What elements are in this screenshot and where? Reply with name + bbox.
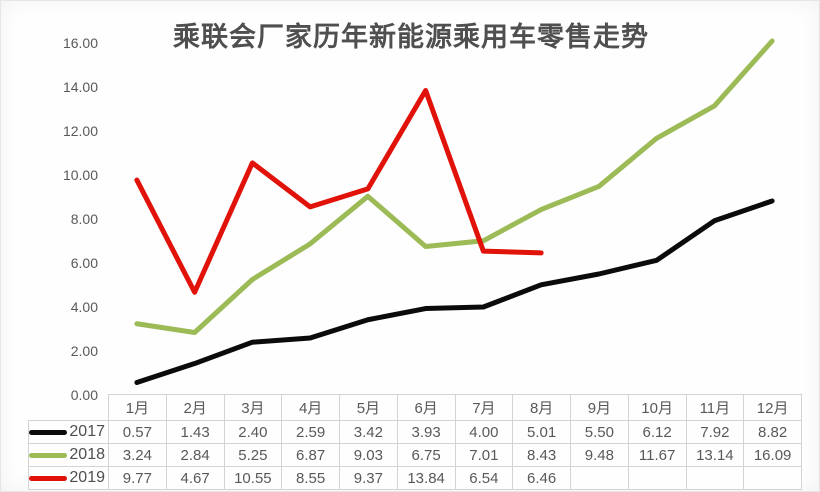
table-cell: 13.14: [685, 443, 745, 467]
y-axis-tick-label: 0.00: [70, 387, 98, 403]
table-cell: 6.87: [281, 443, 340, 467]
table-cell: 8.43: [512, 443, 571, 467]
table-cell: 9.48: [570, 443, 629, 467]
table-row-2018: 2018 3.24 2.84 5.25 6.87 9.03 6.75 7.01 8.43 9.48…: [28, 443, 802, 467]
table-cell: 7.92: [685, 420, 745, 444]
legend-cell-2018: 2018: [28, 443, 109, 467]
y-axis-tick-label: 10.00: [62, 167, 98, 183]
table-cell: 11.67: [627, 443, 687, 467]
table-cell: 9.37: [339, 466, 398, 490]
table-cell: 2.40: [223, 420, 283, 444]
table-cell: 9.77: [108, 466, 167, 490]
column-header-month: 2月: [165, 394, 225, 421]
table-cell: 6.75: [396, 443, 456, 467]
table-cell: 10.55: [223, 466, 283, 490]
legend-line-swatch-2018: [29, 452, 68, 458]
data-table: 1月 2月 3月 4月 5月 6月 7月 8月 9月 10月 11月 12月 2017 0.57 1.43…: [28, 394, 802, 490]
table-cell: 3.24: [108, 443, 167, 467]
series-label: 2018: [69, 446, 105, 463]
table-cell: 1.43: [165, 420, 225, 444]
column-header-month: 9月: [570, 394, 629, 421]
table-cell: 3.93: [396, 420, 456, 444]
series-label: 2017: [69, 423, 105, 440]
table-cell: 16.09: [743, 443, 802, 467]
table-cell: 6.54: [454, 466, 514, 490]
column-header-month: 11月: [685, 394, 745, 421]
table-cell: 6.12: [627, 420, 687, 444]
chart-title: 乘联会厂家历年新能源乘用车零售走势: [173, 22, 649, 52]
table-cell: 8.55: [281, 466, 340, 490]
table-cell: 5.25: [223, 443, 283, 467]
table-corner-cell: [29, 395, 109, 421]
table-cell: 9.03: [339, 443, 398, 467]
line-series-2017: [134, 198, 775, 385]
column-header-month: 8月: [512, 394, 571, 421]
y-axis-tick-label: 6.00: [70, 255, 98, 271]
table-cell: 4.00: [454, 420, 514, 444]
legend-cell-2017: 2017: [28, 420, 109, 444]
line-series-2019: [134, 88, 544, 295]
y-axis-tick-label: 2.00: [70, 343, 98, 359]
column-header-month: 7月: [454, 394, 514, 421]
table-cell: 2.59: [281, 420, 340, 444]
y-axis-tick-label: 14.00: [62, 79, 98, 95]
table-cell: 5.50: [570, 420, 629, 444]
column-header-month: 4月: [281, 394, 340, 421]
table-cell: [743, 466, 802, 490]
y-axis-tick-label: 12.00: [62, 123, 98, 139]
column-header-month: 1月: [108, 394, 167, 421]
table-cell: [685, 466, 745, 490]
table-cell: [627, 466, 687, 490]
series-label: 2019: [69, 469, 105, 486]
table-cell: 13.84: [396, 466, 456, 490]
line-series-2018: [134, 38, 775, 336]
table-row-2017: 2017 0.57 1.43 2.40 2.59 3.42 3.93 4.00 5.01 5.50…: [28, 420, 802, 444]
y-axis-tick-label: 4.00: [70, 299, 98, 315]
y-axis-tick-label: 8.00: [70, 211, 98, 227]
column-header-month: 6月: [396, 394, 456, 421]
table-row-2019: 2019 9.77 4.67 10.55 8.55 9.37 13.84 6.54 6.46: [28, 466, 802, 490]
legend-cell-2019: 2019: [28, 466, 109, 490]
table-cell: 4.67: [165, 466, 225, 490]
table-cell: 6.46: [512, 466, 571, 490]
column-header-month: 3月: [223, 394, 283, 421]
y-axis-tick-label: 16.00: [62, 35, 98, 51]
table-cell: 3.42: [339, 420, 398, 444]
table-cell: 8.82: [743, 420, 802, 444]
table-cell: [570, 466, 629, 490]
table-cell: 2.84: [165, 443, 225, 467]
table-cell: 5.01: [512, 420, 571, 444]
column-header-month: 5月: [339, 394, 398, 421]
column-header-month: 10月: [627, 394, 687, 421]
table-cell: 0.57: [108, 420, 167, 444]
legend-line-swatch-2019: [29, 475, 68, 481]
column-header-month: 12月: [743, 394, 802, 421]
legend-line-swatch-2017: [29, 429, 68, 435]
table-cell: 7.01: [454, 443, 514, 467]
